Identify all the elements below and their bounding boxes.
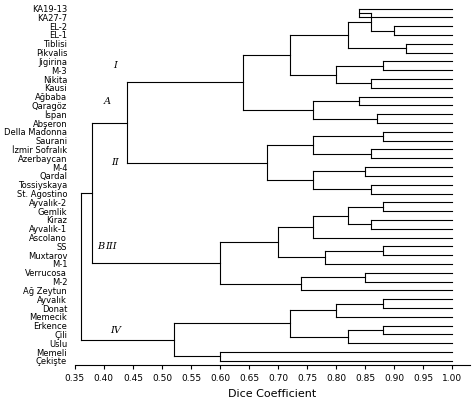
Text: B: B [97, 242, 104, 251]
Text: III: III [105, 242, 117, 251]
Text: II: II [111, 158, 119, 167]
Text: I: I [114, 61, 118, 70]
X-axis label: Dice Coefficient: Dice Coefficient [228, 389, 317, 399]
Text: IV: IV [110, 326, 121, 334]
Text: A: A [103, 97, 110, 106]
